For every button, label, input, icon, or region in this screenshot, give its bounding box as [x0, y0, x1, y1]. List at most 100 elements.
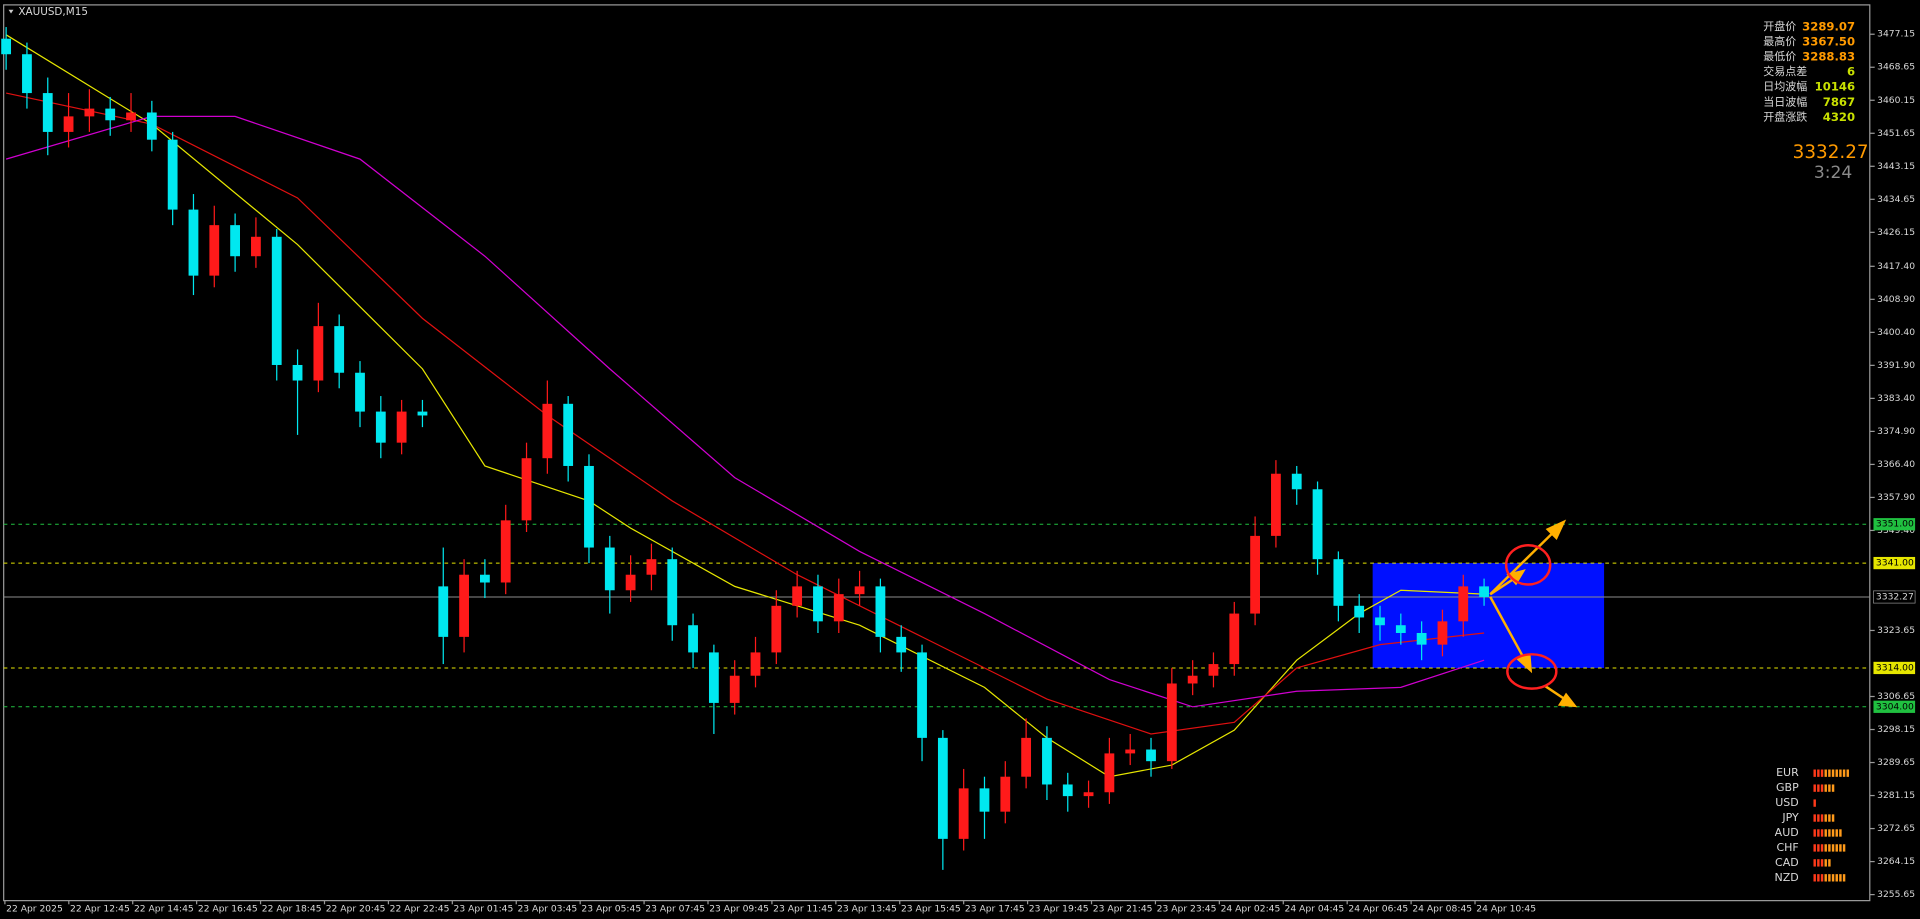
candle-body — [979, 788, 990, 812]
candle-body — [126, 112, 136, 121]
candle-body — [230, 225, 240, 257]
x-tick-label: 23 Apr 17:45 — [965, 904, 1025, 915]
candle-body — [167, 139, 178, 210]
currency-name: GBP — [1776, 781, 1799, 794]
strength-block — [1813, 859, 1816, 867]
candle-body — [1062, 784, 1073, 797]
strength-block — [1813, 799, 1816, 807]
level-label-box — [1873, 661, 1916, 675]
currency-name: NZD — [1775, 871, 1799, 884]
level-label-box — [1873, 700, 1916, 713]
candle-body — [1271, 473, 1281, 536]
candle-body — [854, 586, 865, 595]
y-tick-label: 3264.15 — [1877, 856, 1915, 867]
strength-block — [1820, 829, 1824, 837]
plot-frame — [3, 4, 1871, 902]
candle-body — [1291, 473, 1302, 490]
strength-block — [1831, 829, 1835, 837]
current-price-box — [1873, 590, 1916, 604]
strength-block — [1828, 814, 1831, 822]
currency-name: EUR — [1776, 766, 1799, 779]
candle-body — [500, 520, 511, 583]
candle-body — [708, 652, 719, 703]
strength-block — [1835, 844, 1838, 852]
arrow-up — [1489, 529, 1556, 596]
candle-body — [334, 326, 345, 373]
candle-body — [105, 108, 116, 121]
candle-body — [1125, 749, 1136, 754]
candle-body — [1208, 664, 1219, 676]
x-tick-label: 23 Apr 15:45 — [901, 904, 961, 915]
candle-body — [1395, 625, 1406, 633]
x-tick-label: 22 Apr 18:45 — [262, 904, 322, 915]
info-value: 3288.83 — [1802, 50, 1855, 64]
candle-body — [604, 547, 615, 591]
strength-block — [1817, 784, 1820, 792]
candle-body — [1187, 675, 1198, 684]
strength-block — [1828, 769, 1831, 777]
strength-block — [1831, 844, 1835, 852]
candle-body — [251, 236, 261, 257]
x-tick-label: 23 Apr 11:45 — [773, 904, 833, 915]
candle-body — [1166, 683, 1177, 762]
y-tick-label: 3434.65 — [1877, 194, 1915, 205]
candle-body — [188, 209, 199, 276]
strength-block — [1839, 844, 1842, 852]
info-label: 日均波幅 — [1763, 80, 1807, 93]
strength-block — [1842, 769, 1846, 777]
y-tick-label: 3468.65 — [1877, 62, 1915, 73]
candle-body — [84, 108, 95, 117]
candle-body — [625, 574, 636, 591]
arrowhead — [1515, 653, 1533, 674]
chart-title: XAUUSD,M15 — [18, 6, 88, 18]
y-tick-label: 3349.40 — [1877, 525, 1915, 536]
y-tick-label: 3460.15 — [1877, 95, 1915, 106]
y-tick-label: 3323.65 — [1877, 625, 1915, 636]
candle-body — [1437, 621, 1448, 645]
level-label: 3341.00 — [1876, 558, 1914, 569]
x-tick-label: 24 Apr 06:45 — [1348, 904, 1408, 915]
candle-body — [729, 675, 740, 703]
y-tick-label: 3306.65 — [1877, 691, 1915, 702]
candle-body — [958, 788, 969, 839]
strength-block — [1813, 874, 1816, 882]
annotation-arrows — [1489, 519, 1578, 708]
strength-block — [1820, 769, 1824, 777]
y-tick-label: 3281.15 — [1877, 790, 1915, 801]
candle-body — [1021, 737, 1032, 777]
strength-block — [1813, 769, 1816, 777]
candle-body — [480, 574, 490, 583]
strength-block — [1831, 769, 1835, 777]
candle-body — [1146, 749, 1156, 762]
candle-body — [896, 636, 907, 653]
range-zone — [1372, 563, 1605, 668]
candle-body — [1000, 776, 1011, 812]
y-tick-label: 3298.15 — [1877, 724, 1915, 735]
strength-block — [1813, 829, 1816, 837]
info-label: 最低价 — [1763, 50, 1796, 63]
info-label: 最高价 — [1763, 34, 1796, 48]
info-value: 7867 — [1823, 95, 1855, 109]
y-tick-label: 3366.40 — [1877, 459, 1915, 470]
arrowhead — [1545, 519, 1567, 541]
candle-body — [584, 465, 594, 548]
level-label-box — [1873, 556, 1916, 570]
candle-body — [355, 372, 365, 412]
y-tick-label: 3477.15 — [1877, 29, 1915, 40]
level-label-box — [1873, 518, 1916, 531]
strength-block — [1817, 859, 1820, 867]
strength-block — [1820, 814, 1824, 822]
strength-block — [1820, 859, 1824, 867]
y-tick-label: 3272.65 — [1877, 823, 1915, 834]
strength-block — [1813, 784, 1816, 792]
candle-body — [1229, 613, 1240, 665]
x-tick-label: 24 Apr 08:45 — [1412, 904, 1472, 915]
strength-block — [1828, 829, 1831, 837]
price-display: 3332.27 — [1793, 142, 1869, 163]
candle-body — [833, 594, 844, 622]
candle-body — [563, 403, 574, 466]
currency-name: CHF — [1776, 841, 1798, 854]
x-tick-label: 24 Apr 02:45 — [1221, 904, 1281, 915]
info-value: 4320 — [1823, 110, 1855, 124]
